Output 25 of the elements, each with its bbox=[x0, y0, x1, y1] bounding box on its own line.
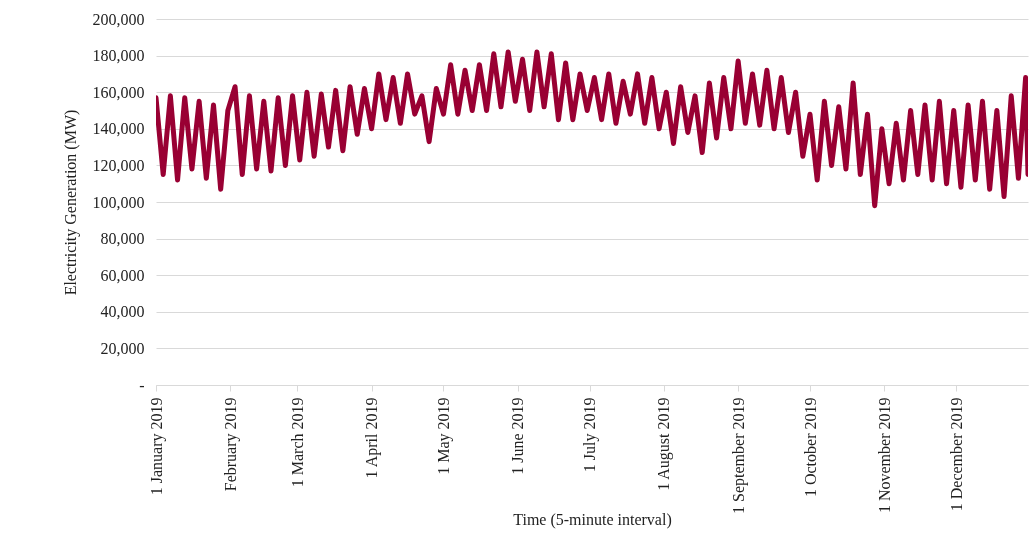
x-tick-label: 1 August 2019 bbox=[655, 397, 674, 491]
x-tick-label: 1 July 2019 bbox=[581, 397, 600, 473]
x-tick-label: 1 January 2019 bbox=[147, 397, 166, 496]
x-tick-label: 1 November 2019 bbox=[875, 397, 893, 514]
y-axis-title: Electricity Generation (MW) bbox=[61, 109, 80, 296]
y-tick-label: 160,000 bbox=[92, 83, 145, 101]
x-tick-label: 1 June 2019 bbox=[509, 397, 527, 475]
y-tick-label: 100,000 bbox=[92, 193, 145, 211]
y-tick-label: - bbox=[139, 376, 145, 394]
y-tick-label: 20,000 bbox=[100, 339, 145, 357]
y-tick-label: 120,000 bbox=[92, 156, 145, 174]
x-tick-label: 1 May 2019 bbox=[434, 397, 453, 475]
y-tick-label: 200,000 bbox=[92, 10, 145, 28]
y-tick-label: 80,000 bbox=[100, 230, 145, 248]
x-tick-label: 1 December 2019 bbox=[947, 397, 965, 512]
y-tick-label: 140,000 bbox=[92, 120, 145, 138]
x-axis-title: Time (5-minute interval) bbox=[513, 510, 672, 529]
x-tick-label: 1 March 2019 bbox=[288, 397, 306, 488]
x-tick-label: February 2019 bbox=[221, 397, 240, 492]
y-tick-label: 180,000 bbox=[92, 47, 145, 65]
x-tick-label: 1 October 2019 bbox=[801, 397, 819, 498]
y-tick-label: 40,000 bbox=[100, 303, 145, 321]
x-tick-label: 1 April 2019 bbox=[363, 397, 382, 479]
y-tick-label: 60,000 bbox=[100, 266, 145, 284]
x-tick-label: 1 September 2019 bbox=[729, 397, 748, 514]
